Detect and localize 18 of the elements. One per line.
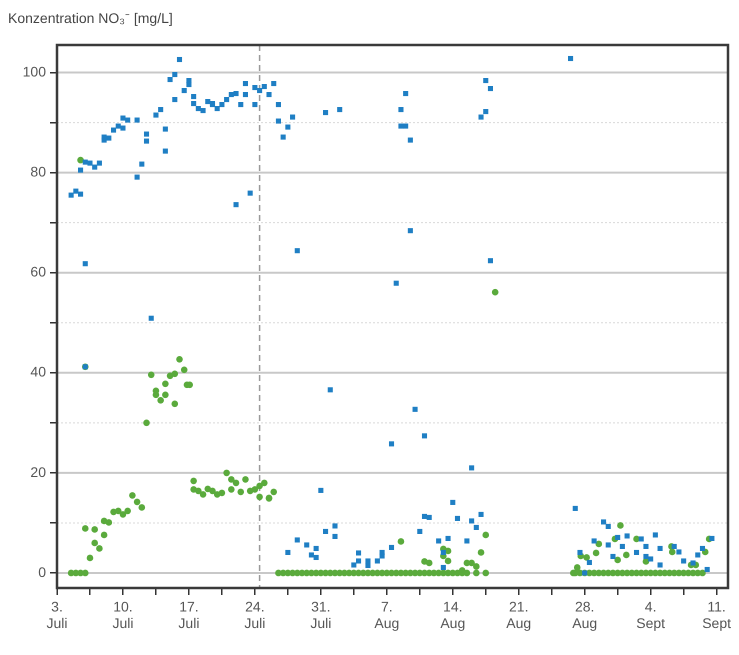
y-tick-label: 20 — [30, 464, 46, 480]
y-tick-label: 40 — [30, 364, 46, 380]
x-tick-label: 31. Juli — [310, 598, 332, 632]
y-axis-title: Konzentration NO₃⁻ [mg/L] — [8, 9, 173, 27]
x-tick-label: 17. Juli — [178, 598, 200, 632]
x-tick-label: 14. Aug — [440, 598, 466, 632]
x-tick-label: 11. Sept — [702, 598, 732, 632]
y-tick-label: 100 — [22, 63, 46, 80]
x-tick-label: 3. Juli — [46, 598, 68, 632]
x-tick-label: 21. Aug — [506, 598, 532, 632]
y-tick-label: 80 — [30, 163, 46, 180]
x-tick-label: 28. Aug — [572, 598, 598, 632]
x-tick-label: 10. Juli — [112, 598, 134, 632]
y-tick-label: 0 — [38, 564, 46, 580]
y-tick-label: 60 — [30, 264, 46, 280]
x-tick-label: 24. Juli — [244, 598, 266, 632]
x-tick-label: 7. Aug — [374, 598, 400, 632]
x-tick-label: 4. Sept — [636, 598, 666, 632]
